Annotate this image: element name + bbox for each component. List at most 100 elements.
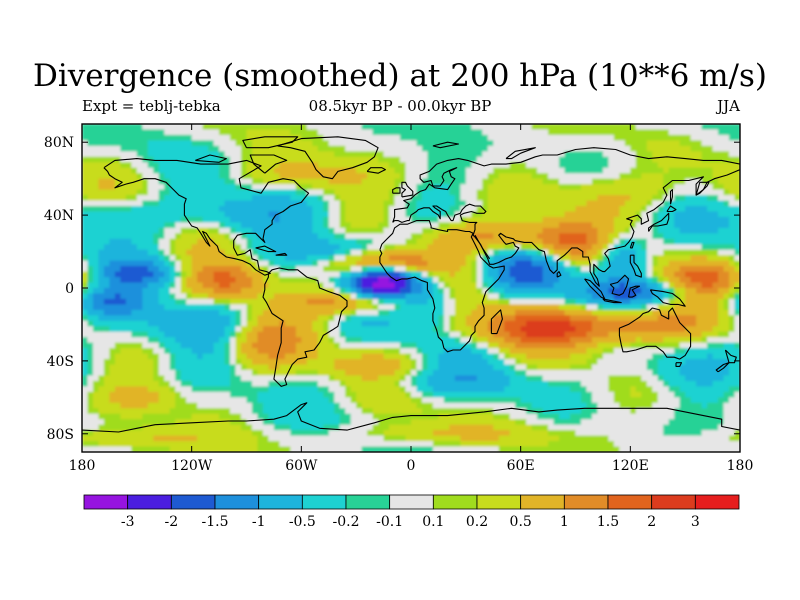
field-cell [597,173,604,180]
field-cell [690,189,697,196]
field-cell [559,156,566,163]
field-cell [317,156,324,163]
field-cell [690,167,697,174]
field-cell [646,189,653,196]
field-cell [685,156,692,163]
field-cell [657,167,664,174]
field-cell [175,134,182,141]
field-cell [262,206,270,213]
field-cell [82,315,89,322]
field-cell [262,260,270,267]
field-cell [482,277,489,284]
field-cell [679,129,686,136]
field-cell [575,298,582,305]
field-cell [663,255,670,262]
field-cell [339,200,346,207]
field-cell [526,337,533,344]
field-cell [378,178,385,185]
field-cell [460,124,467,131]
field-cell [224,140,231,147]
field-cell [131,337,138,344]
field-cell [696,266,703,273]
field-cell [548,189,555,196]
field-cell [367,206,374,213]
field-cell [734,211,740,218]
field-cell [498,216,505,223]
field-cell [202,304,209,311]
field-cell [630,238,637,245]
field-cell [136,216,143,223]
field-cell [268,124,275,131]
field-cell [537,216,544,223]
field-cell [345,244,352,251]
field-cell [125,320,132,327]
field-cell [279,348,286,355]
field-cell [142,260,149,267]
chart-title: Divergence (smoothed) at 200 hPa (10**6 … [33,58,767,94]
field-cell [553,140,560,147]
field-cell [443,140,450,147]
field-cell [570,288,577,295]
field-cell [712,238,719,245]
field-cell [553,178,560,185]
field-cell [345,342,352,349]
field-cell [208,348,215,355]
field-cell [465,288,472,295]
field-cell [230,184,237,191]
field-cell [175,173,182,180]
field-cell [624,124,631,131]
field-cell [98,244,105,251]
field-cell [608,320,615,327]
field-cell [279,156,286,163]
field-cell [301,173,308,180]
field-cell [169,206,176,213]
field-cell [498,233,505,240]
field-cell [619,200,626,207]
field-cell [197,342,204,349]
field-cell [471,249,478,256]
field-cell [262,184,270,191]
field-cell [114,173,121,180]
field-cell [312,304,319,311]
field-cell [180,195,187,202]
field-cell [630,326,637,333]
field-cell [476,167,483,174]
field-cell [87,134,94,141]
field-cell [734,298,740,305]
field-cell [191,304,198,311]
field-cell [537,134,544,141]
field-cell [186,266,193,273]
field-cell [158,134,165,141]
field-cell [613,200,620,207]
field-cell [262,189,270,196]
field-cell [674,162,681,169]
field-cell [690,140,697,147]
field-cell [241,151,248,158]
field-cell [487,178,494,185]
field-cell [284,331,291,338]
field-cell [504,238,511,245]
field-cell [345,211,352,218]
field-cell [273,271,280,278]
field-cell [230,298,237,305]
field-cell [443,134,450,141]
field-cell [241,277,248,284]
field-cell [251,337,259,344]
field-cell [504,293,511,300]
field-cell [443,189,450,196]
field-cell [224,260,231,267]
field-cell [241,145,248,152]
field-cell [520,189,527,196]
field-cell [82,184,89,191]
field-cell [411,244,418,251]
field-cell [334,298,341,305]
field-cell [92,129,100,136]
field-cell [405,173,412,180]
field-cell [301,342,308,349]
field-cell [575,337,582,344]
field-cell [597,249,604,256]
field-cell [328,216,335,223]
field-cell [482,238,489,245]
field-cell [339,320,346,327]
field-cell [383,271,390,278]
